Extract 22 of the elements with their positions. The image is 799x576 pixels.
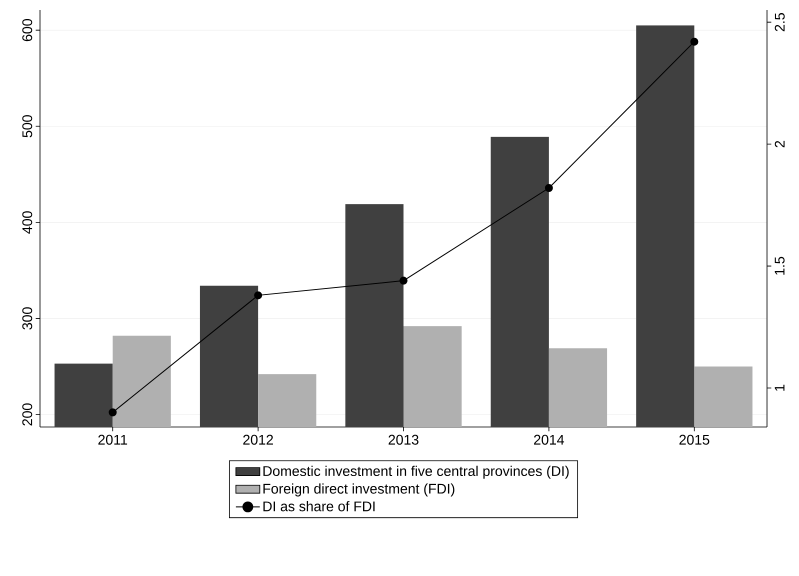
- x-tick-label: 2012: [243, 434, 273, 445]
- y-tick-label: 600: [22, 19, 32, 42]
- legend-label: DI as share of FDI: [263, 501, 375, 512]
- y-tick-label: 200: [22, 403, 32, 426]
- y-tick-label: 400: [22, 211, 32, 234]
- point: [400, 276, 408, 285]
- x-tick-label: 2011: [98, 434, 128, 445]
- y2-tick-label: 2.5: [774, 13, 785, 32]
- y2-tick-label: 2: [774, 140, 785, 148]
- point: [108, 408, 117, 416]
- y2-tick-label: 1: [774, 384, 784, 391]
- point: [690, 38, 698, 46]
- legend-label: Domestic investment in five central provinces (DI): [263, 466, 569, 479]
- legend-label: Foreign direct investment (FDI): [263, 483, 454, 496]
- x-tick-label: 2015: [679, 434, 710, 445]
- y2-tick-label: 1.5: [774, 256, 785, 275]
- y-tick-label: 300: [22, 307, 32, 330]
- x-tick-label: 2013: [388, 434, 418, 445]
- y-tick-label: 500: [22, 115, 32, 138]
- point: [544, 184, 553, 192]
- point: [254, 291, 262, 300]
- x-tick-label: 2014: [534, 434, 564, 445]
